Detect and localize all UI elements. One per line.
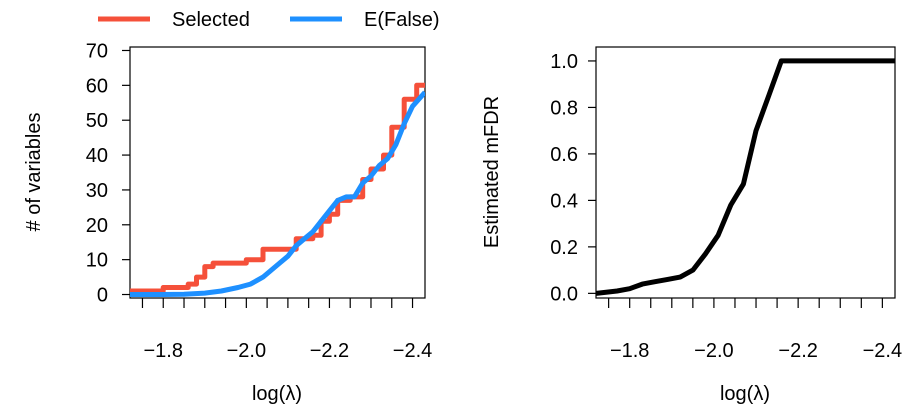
y-axis-title: Estimated mFDR — [481, 96, 503, 248]
plot-frame — [595, 46, 896, 299]
x-axis: −1.8 −2.0 −2.2 −2.4 — [608, 298, 902, 362]
y-tick-label: 70 — [86, 40, 108, 62]
series-group — [596, 58, 895, 296]
x-tick-label: −2.2 — [778, 340, 817, 362]
y-axis: 0 10 20 30 40 50 60 70 — [86, 40, 130, 307]
y-tick-label: 20 — [86, 215, 108, 237]
series-line-mfdr — [596, 58, 895, 296]
x-tick-label: −1.8 — [610, 340, 649, 362]
panel-mfdr: 0.0 0.2 0.4 0.6 0.8 1.0 −1.8 −2.0 −2.2 −2.4 Esti… — [481, 46, 902, 405]
x-tick-label: −2.2 — [310, 340, 349, 362]
series-line-selected — [130, 82, 425, 294]
plot-frame — [129, 46, 426, 299]
x-axis-title: log(λ) — [720, 383, 770, 405]
y-tick-label: 1.0 — [550, 51, 578, 73]
legend-label-selected: Selected — [172, 9, 250, 31]
legend: Selected E(False) — [98, 9, 440, 31]
y-tick-label: 0.4 — [550, 190, 578, 212]
x-axis: −1.8 −2.0 −2.2 −2.4 — [141, 298, 432, 362]
y-tick-label: 30 — [86, 180, 108, 202]
y-tick-label: 0.2 — [550, 237, 578, 259]
x-axis-title: log(λ) — [252, 383, 302, 405]
y-axis: 0.0 0.2 0.4 0.6 0.8 1.0 — [550, 51, 596, 305]
y-tick-label: 40 — [86, 145, 108, 167]
y-tick-label: 50 — [86, 110, 108, 132]
series-line-e-false- — [130, 90, 425, 297]
x-tick-label: −2.0 — [694, 340, 733, 362]
y-tick-label: 0 — [97, 285, 108, 307]
y-tick-label: 0.8 — [550, 97, 578, 119]
x-tick-label: −1.8 — [143, 340, 182, 362]
y-tick-label: 60 — [86, 75, 108, 97]
y-tick-label: 0.0 — [550, 283, 578, 305]
x-tick-label: −2.0 — [227, 340, 266, 362]
legend-label-efalse: E(False) — [364, 9, 440, 31]
y-tick-label: 10 — [86, 250, 108, 272]
y-tick-label: 0.6 — [550, 144, 578, 166]
y-axis-title: # of variables — [23, 113, 45, 232]
series-group — [130, 82, 425, 297]
x-tick-label: −2.4 — [863, 340, 902, 362]
x-tick-label: −2.4 — [393, 340, 432, 362]
panel-variables: 0 10 20 30 40 50 60 70 −1.8 −2.0 −2.2 −2.4 # of va… — [23, 40, 432, 405]
